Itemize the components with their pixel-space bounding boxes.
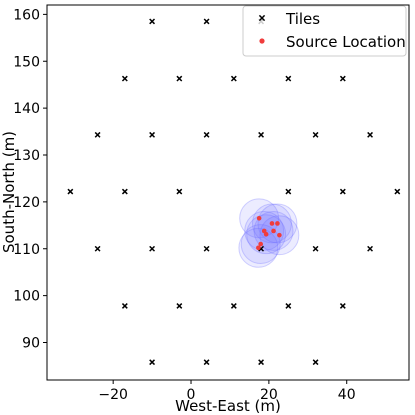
source-marker [258, 241, 263, 247]
tile-marker [121, 75, 128, 82]
tile-marker [312, 359, 319, 366]
tile-marker [67, 188, 74, 195]
x-tick-label: 20 [260, 387, 278, 403]
tile-marker [121, 188, 128, 195]
tile-marker [367, 131, 374, 138]
tile-marker [339, 188, 346, 195]
legend-label-source-location: Source Location [286, 33, 406, 51]
tile-marker [176, 75, 183, 82]
tile-marker [176, 303, 183, 309]
legend-source-marker [259, 38, 265, 44]
source-marker [263, 231, 269, 237]
tile-marker [230, 303, 237, 309]
tile-marker [94, 131, 101, 138]
tile-marker [339, 75, 346, 82]
tile-marker [230, 75, 237, 82]
x-axis-label: West-East (m) [175, 397, 281, 415]
tile-marker [203, 245, 210, 252]
y-tick-label: 90 [22, 336, 40, 352]
tile-marker [94, 245, 101, 252]
tile-marker [285, 188, 292, 195]
y-tick-label: 150 [13, 54, 40, 70]
y-tick-label: 130 [13, 148, 40, 164]
y-tick-label: 140 [13, 101, 40, 117]
y-tick-label: 100 [13, 289, 40, 305]
tile-marker [203, 359, 210, 366]
legend-label-tiles: Tiles [285, 10, 320, 28]
x-tick-label: −20 [98, 387, 128, 403]
source-marker [275, 221, 280, 226]
tile-marker [258, 359, 265, 366]
plot-frame [46, 4, 410, 381]
x-axis-ticks: −20 0 20 40 [98, 380, 356, 403]
tile-marker [258, 131, 265, 138]
tile-marker [149, 245, 156, 252]
source-markers [256, 215, 282, 251]
x-tick-label: 0 [187, 387, 196, 403]
y-tick-label: 110 [13, 242, 40, 258]
uncertainty-discs [238, 198, 300, 268]
tile-marker [339, 303, 346, 309]
legend-tiles-marker [258, 14, 266, 22]
tile-marker [121, 303, 128, 309]
tile-marker [367, 245, 374, 252]
x-tick-label: 40 [338, 387, 356, 403]
source-marker [277, 232, 282, 238]
plot-area [47, 5, 409, 380]
tile-marker [394, 188, 401, 195]
source-marker [256, 215, 262, 221]
tile-marker [312, 131, 319, 138]
legend: Tiles Source Location [242, 5, 407, 57]
source-marker [256, 245, 261, 251]
y-axis-ticks: 90 100 110 120 130 140 150 160 [13, 7, 47, 352]
tile-marker [203, 18, 210, 25]
tile-marker [203, 131, 210, 138]
source-marker [269, 221, 275, 226]
y-tick-label: 120 [13, 195, 40, 211]
legend-box [242, 5, 407, 57]
y-tick-label: 160 [13, 7, 40, 23]
y-axis-label: South-North (m) [0, 131, 18, 253]
tile-marker [312, 245, 319, 252]
tile-marker [149, 18, 156, 25]
tile-markers [67, 18, 401, 366]
tile-marker [149, 131, 156, 138]
tile-marker [285, 75, 292, 82]
tile-marker [176, 188, 183, 195]
source-marker [271, 228, 276, 234]
tiles-legend-x [258, 14, 266, 22]
tile-marker [149, 359, 156, 366]
tile-marker [285, 303, 292, 309]
